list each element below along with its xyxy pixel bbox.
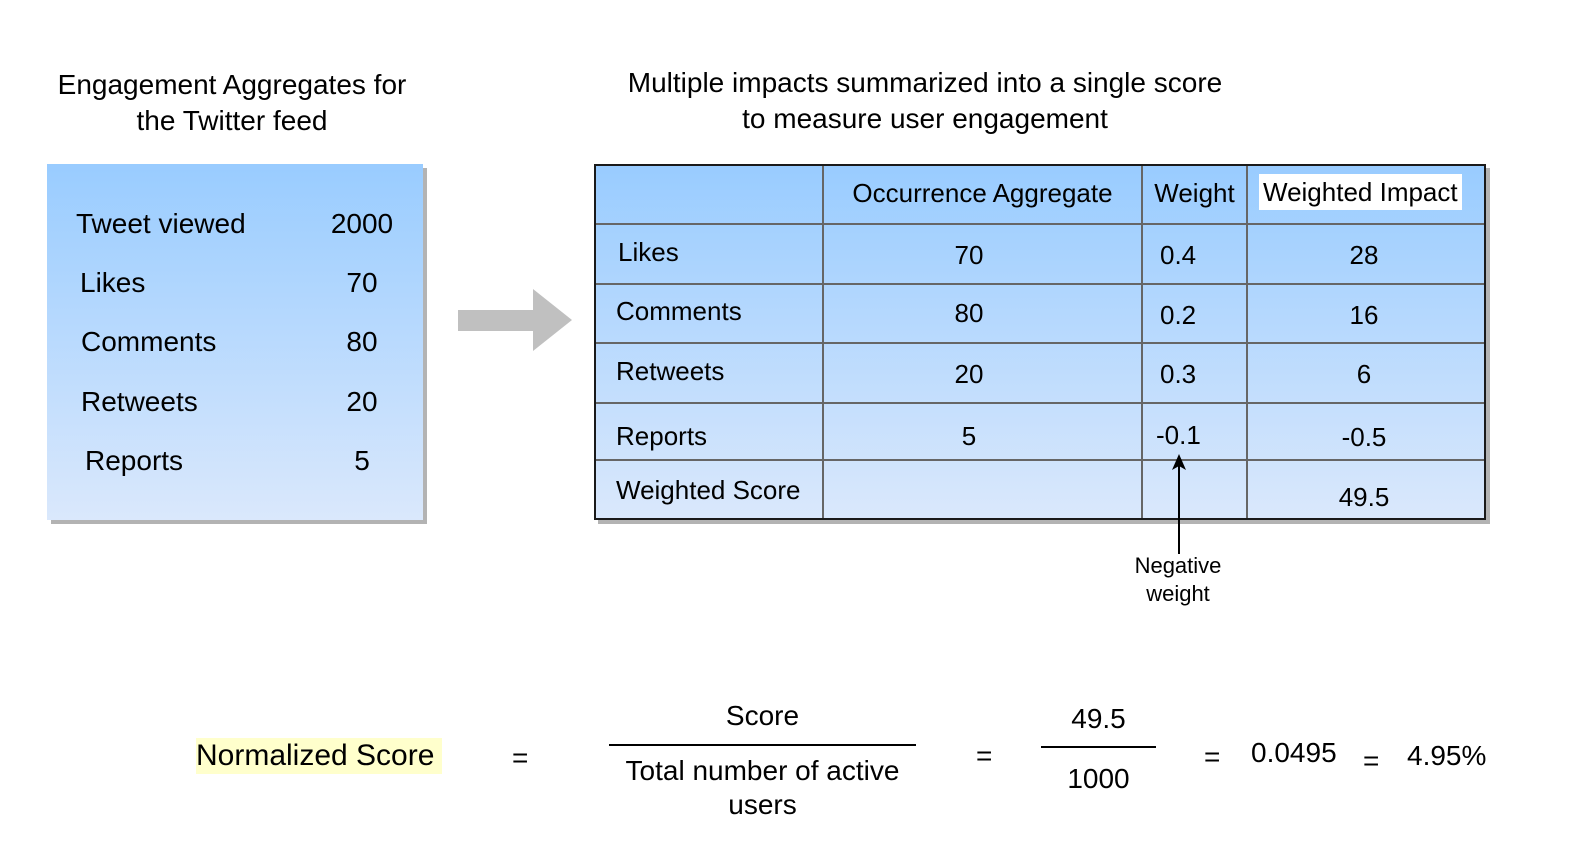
aggregates-box: Tweet viewed 2000 Likes 70 Comments 80 R… xyxy=(47,164,423,520)
right-title-line1: Multiple impacts summarized into a singl… xyxy=(627,67,1223,98)
aggregate-value: 80 xyxy=(346,326,378,357)
aggregate-value: 70 xyxy=(346,267,378,298)
aggregate-value: 20 xyxy=(346,386,378,417)
percent-result: 4.95% xyxy=(1407,740,1487,771)
table-cell-weight: 0.2 xyxy=(1160,300,1197,330)
right-title-line2: to measure user engagement xyxy=(742,103,1108,134)
right-panel-title: Multiple impacts summarized into a singl… xyxy=(600,65,1250,137)
table-row-divider xyxy=(596,459,1484,461)
table-row-divider xyxy=(596,283,1484,285)
aggregate-row: Tweet viewed 2000 xyxy=(47,204,423,244)
aggregate-row: Likes 70 xyxy=(47,263,423,303)
table-row-divider xyxy=(596,223,1484,225)
table-cell-weight: 0.4 xyxy=(1160,240,1197,270)
annotation-line1: Negative xyxy=(1134,553,1222,578)
fraction1-line xyxy=(609,744,916,746)
denominator-line2: users xyxy=(728,789,797,820)
table-cell-occurrence: 5 xyxy=(961,421,977,451)
aggregate-label: Tweet viewed xyxy=(76,208,246,239)
table-row-label: Comments xyxy=(616,296,742,326)
table-row-label: Reports xyxy=(616,421,708,451)
left-title-line1: Engagement Aggregates for xyxy=(57,69,407,100)
left-title-line2: the Twitter feed xyxy=(136,105,328,136)
fraction2-denominator: 1000 xyxy=(1067,763,1130,794)
table-cell-impact: 6 xyxy=(1356,359,1372,389)
table-header-weight: Weight xyxy=(1154,178,1235,208)
negative-weight-annotation: Negative weight xyxy=(1108,552,1248,608)
equals-sign: = xyxy=(1363,745,1380,776)
fraction1-denominator: Total number of active users xyxy=(609,754,916,822)
aggregate-label: Likes xyxy=(80,267,146,298)
table-header-occurrence: Occurrence Aggregate xyxy=(852,178,1113,208)
aggregate-label: Comments xyxy=(81,326,217,357)
table-cell-occurrence: 80 xyxy=(954,298,984,328)
aggregate-label: Reports xyxy=(85,445,184,476)
table-cell-weight: 0.3 xyxy=(1160,359,1197,389)
fraction1-numerator: Score xyxy=(725,700,800,731)
table-cell-impact: -0.5 xyxy=(1341,422,1387,452)
annotation-line2: weight xyxy=(1146,581,1210,606)
fraction2-line xyxy=(1041,746,1156,748)
table-cell-occurrence: 20 xyxy=(954,359,984,389)
impact-table: Occurrence Aggregate Weight Weighted Imp… xyxy=(594,164,1486,520)
table-row-label: Likes xyxy=(618,237,679,267)
arrow-up-icon xyxy=(1168,450,1190,559)
table-row-divider xyxy=(596,402,1484,404)
equals-sign: = xyxy=(976,740,993,771)
table-cell-weight: -0.1 xyxy=(1156,420,1201,450)
table-row-divider xyxy=(596,342,1484,344)
equals-sign: = xyxy=(512,742,529,773)
equals-sign: = xyxy=(1204,741,1221,772)
aggregate-row: Reports 5 xyxy=(47,441,423,481)
aggregate-label: Retweets xyxy=(81,386,198,417)
table-cell-impact: 16 xyxy=(1349,300,1379,330)
table-cell-impact: 49.5 xyxy=(1338,482,1390,512)
denominator-line1: Total number of active xyxy=(625,755,900,786)
table-cell-impact: 28 xyxy=(1349,240,1379,270)
flow-arrow-icon xyxy=(458,289,574,358)
aggregate-value: 2000 xyxy=(330,208,394,239)
table-header-weighted-impact: Weighted Impact xyxy=(1259,174,1462,210)
decimal-result: 0.0495 xyxy=(1251,737,1337,768)
table-cell-occurrence: 70 xyxy=(954,240,984,270)
table-row-label: Weighted Score xyxy=(616,475,801,505)
normalized-score-label: Normalized Score xyxy=(196,738,443,774)
left-panel-title: Engagement Aggregates for the Twitter fe… xyxy=(42,67,422,139)
aggregate-row: Comments 80 xyxy=(47,322,423,362)
aggregate-value: 5 xyxy=(354,445,370,476)
table-row-label: Retweets xyxy=(616,356,725,386)
fraction2-numerator: 49.5 xyxy=(1071,703,1126,734)
aggregate-row: Retweets 20 xyxy=(47,382,423,422)
